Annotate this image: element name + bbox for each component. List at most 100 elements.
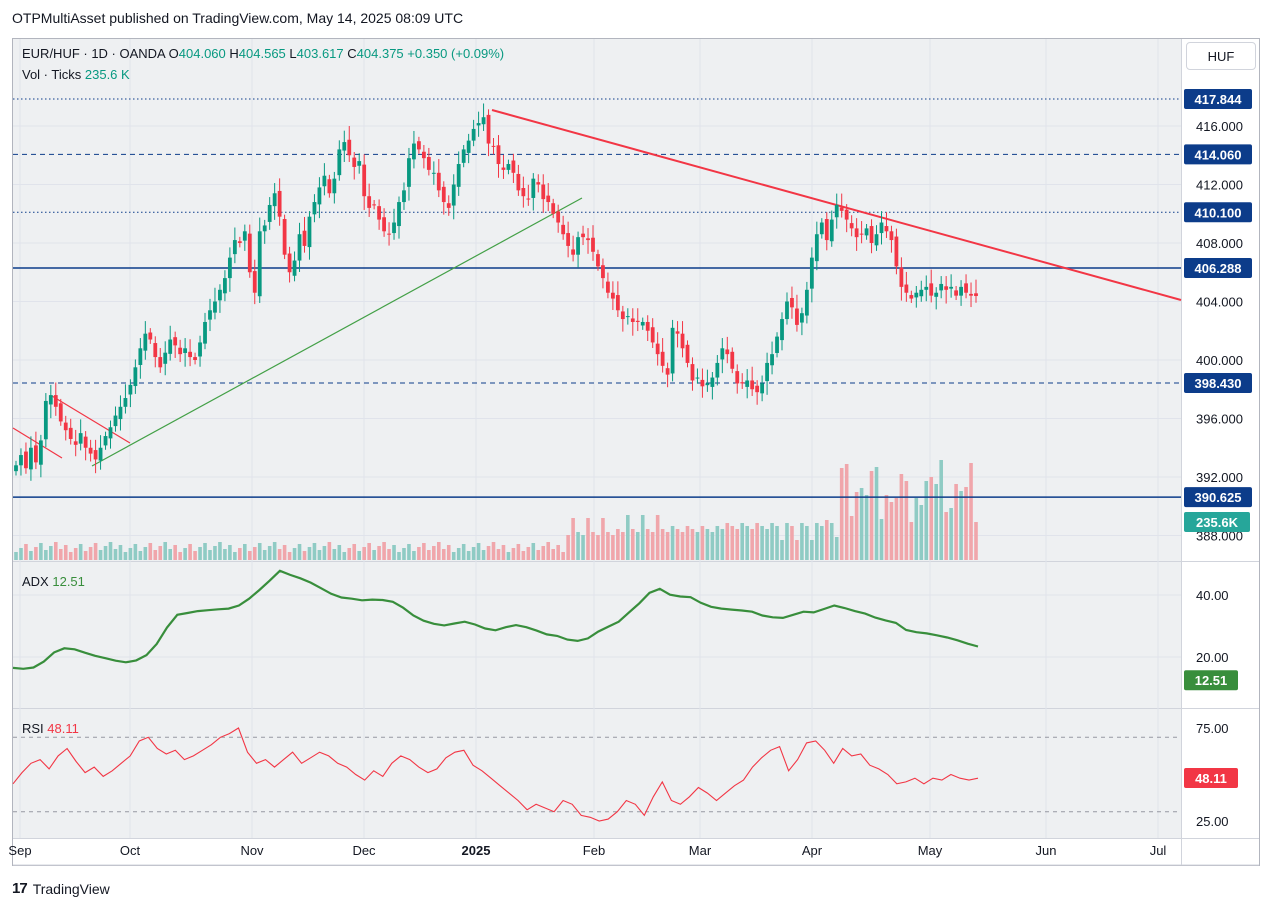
candle-body	[745, 380, 750, 387]
green-support-trendline[interactable]	[91, 197, 583, 467]
volume-bar	[247, 551, 252, 560]
volume-bar	[422, 543, 426, 560]
level-price-label: 390.625	[1195, 490, 1242, 505]
candle-body	[675, 331, 680, 334]
candle-body	[352, 157, 357, 167]
volume-bar	[327, 542, 332, 560]
volume-bar	[795, 540, 799, 560]
candle-body	[596, 254, 600, 267]
volume-bar	[859, 488, 864, 560]
candle-body	[571, 249, 575, 255]
volume-bar	[755, 523, 759, 560]
candle-body	[412, 143, 416, 160]
rsi-legend[interactable]: RSI 48.11	[22, 721, 79, 736]
volume-bar	[894, 498, 899, 560]
candle-body	[24, 451, 28, 469]
volume-legend[interactable]: Vol · Ticks 235.6 K	[22, 67, 130, 82]
candle-body	[466, 140, 471, 153]
candle-body	[625, 316, 630, 318]
candle-body	[496, 145, 501, 165]
volume-bar	[466, 551, 471, 560]
candle-body	[14, 465, 18, 472]
volume-bar	[904, 481, 909, 560]
volume-bar	[695, 532, 700, 560]
volume-bar	[347, 548, 352, 560]
candle-body	[48, 395, 53, 405]
volume-bar	[277, 549, 282, 560]
candle-body	[282, 219, 287, 255]
price-tick-label: 404.000	[1196, 295, 1243, 310]
volume-bar	[506, 552, 511, 560]
x-tick-label: Oct	[120, 843, 141, 858]
volume-bar	[735, 529, 740, 560]
candle-body	[904, 284, 909, 293]
volume-bar	[521, 551, 526, 560]
candle-body	[292, 260, 297, 276]
candle-body	[53, 395, 58, 407]
publisher-header: OTPMultiAsset published on TradingView.c…	[12, 10, 464, 26]
level-price-badge	[1184, 258, 1252, 279]
candle-body	[834, 204, 839, 218]
volume-bar	[218, 542, 222, 560]
volume-bar	[581, 535, 585, 560]
tradingview-footer[interactable]: 17 TradingView	[12, 880, 110, 897]
volume-bar	[108, 542, 113, 560]
candle-body	[556, 211, 561, 223]
rsi-tick-label: 75.00	[1196, 721, 1229, 736]
x-tick-label: 2025	[462, 843, 491, 858]
rsi-pane-bg	[13, 709, 1181, 838]
candle-body	[934, 292, 939, 297]
candle-body	[819, 222, 824, 235]
currency-button[interactable]: HUF	[1186, 42, 1256, 70]
volume-bar	[451, 552, 456, 560]
volume-bar	[805, 526, 809, 560]
volume-bar	[272, 542, 277, 560]
red-short-trendline[interactable]	[12, 427, 63, 459]
volume-bar	[427, 550, 431, 560]
candle-body	[829, 219, 834, 242]
candle-body	[735, 371, 740, 384]
candle-body	[775, 336, 779, 353]
candle-body	[421, 151, 426, 159]
candle-body	[19, 455, 23, 466]
volume-bar	[765, 529, 769, 560]
candle-body	[854, 228, 859, 238]
low-value: 403.617	[296, 46, 344, 61]
candle-body	[257, 231, 262, 297]
volume-bar	[93, 543, 98, 560]
volume-bar	[655, 515, 660, 560]
candle-body	[168, 339, 173, 354]
candle-body	[909, 295, 914, 299]
adx-legend[interactable]: ADX 12.51	[22, 574, 85, 589]
volume-label: Vol · Ticks	[22, 67, 82, 82]
candle-body	[193, 357, 197, 360]
volume-bar	[785, 523, 789, 560]
candle-body	[431, 172, 436, 174]
rsi-label: RSI	[22, 721, 44, 736]
price-tick-label: 416.000	[1196, 119, 1243, 134]
volume-bar	[257, 543, 262, 560]
candle-body	[272, 193, 277, 207]
candle-body	[153, 343, 158, 358]
volume-bar	[869, 471, 874, 560]
candle-body	[29, 447, 33, 470]
candle-body	[203, 321, 207, 344]
rsi-tick-label: 25.00	[1196, 814, 1229, 829]
volume-bar	[884, 495, 889, 560]
symbol-name[interactable]: EUR/HUF · 1D · OANDA	[22, 46, 166, 61]
candle-body	[824, 219, 829, 241]
candle-body	[964, 283, 968, 293]
volume-bar	[844, 464, 849, 560]
volume-bar	[223, 549, 227, 560]
candle-body	[516, 173, 521, 191]
candle-body	[630, 318, 635, 322]
candle-body	[655, 343, 660, 355]
red-short-trendline[interactable]	[51, 395, 131, 444]
volume-bar	[899, 474, 904, 560]
volume-bar	[710, 532, 715, 560]
candle-body	[526, 198, 531, 200]
price-tick-label: 408.000	[1196, 236, 1243, 251]
volume-bar	[660, 529, 665, 560]
candle-body	[755, 385, 760, 393]
